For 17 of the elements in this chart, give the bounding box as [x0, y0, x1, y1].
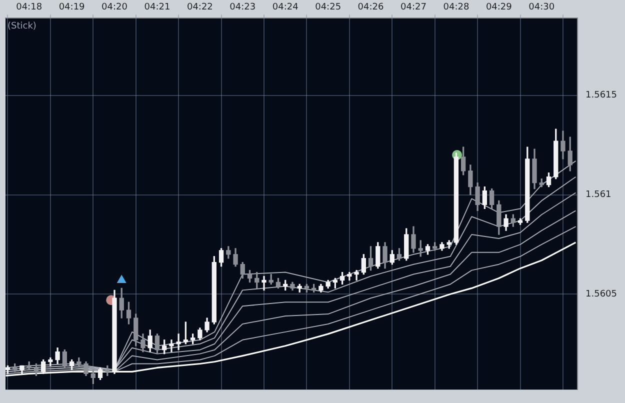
x-tick-label: 04:22	[186, 2, 213, 13]
x-tick-label: 04:21	[144, 2, 170, 13]
x-tick-label: 04:30	[528, 2, 555, 13]
x-tick-label: 04:23	[230, 2, 256, 13]
x-tick-label: 04:20	[102, 2, 128, 13]
x-tick-label: 04:19	[58, 2, 86, 13]
x-tick-label: 04:18	[16, 2, 42, 13]
x-tick-label: 04:27	[400, 2, 426, 13]
annotation: (Stick)	[8, 22, 36, 32]
x-tick-label: 04:26	[358, 2, 384, 13]
x-tick-label: 04:24	[272, 2, 299, 13]
x-tick-label: 04:28	[443, 2, 470, 13]
y-tick-label: 1.5615	[586, 90, 618, 101]
y-tick-label: 1.5605	[586, 290, 618, 300]
y-tick-label: 1.561	[586, 190, 612, 200]
x-tick-label: 04:25	[315, 2, 342, 13]
x-tick-label: 04:29	[486, 2, 512, 13]
